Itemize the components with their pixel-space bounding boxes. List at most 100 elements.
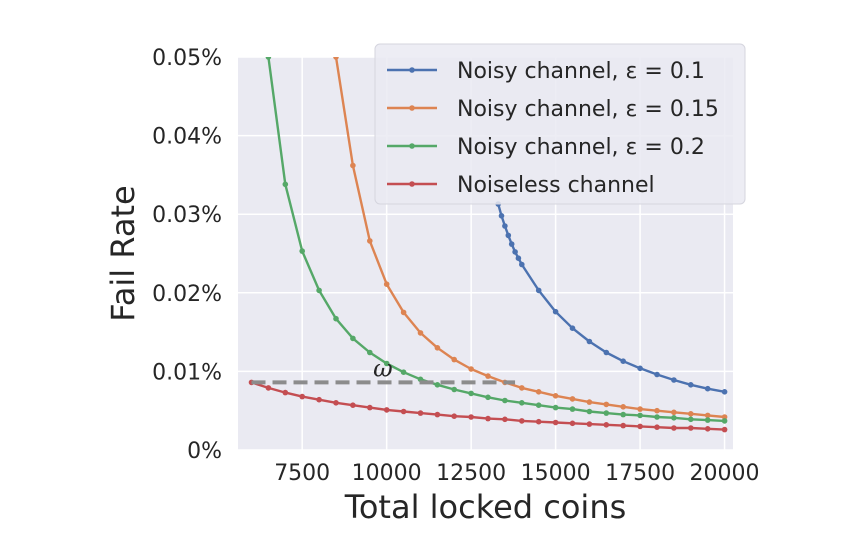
x-tick-label: 10000: [352, 461, 422, 486]
y-axis-label: Fail Rate: [104, 185, 142, 321]
data-point: [502, 223, 508, 229]
legend-marker: [409, 105, 415, 111]
legend-label: Noisy channel, ε = 0.15: [457, 97, 719, 122]
legend-marker: [409, 181, 415, 187]
legend: Noisy channel, ε = 0.1 Noisy channel, ε =…: [374, 43, 746, 205]
data-point: [417, 410, 424, 416]
data-point: [620, 358, 626, 365]
data-point: [721, 426, 728, 433]
y-tick-label: 0.03%: [152, 203, 222, 228]
y-tick-label: 0.02%: [152, 282, 222, 307]
data-point: [512, 249, 518, 255]
data-point: [333, 315, 339, 322]
data-point: [654, 371, 660, 378]
data-point: [505, 232, 512, 239]
data-point: [400, 309, 407, 316]
data-point: [367, 404, 373, 411]
data-point: [451, 356, 458, 363]
data-point: [535, 418, 542, 425]
data-point: [620, 411, 626, 418]
annotation-layer: ω: [251, 354, 516, 385]
data-point: [569, 420, 576, 427]
data-point: [282, 389, 289, 396]
legend-entry: Noisy channel, ε = 0.15: [387, 97, 719, 122]
threshold-label: ω: [373, 354, 393, 382]
data-point: [654, 414, 660, 420]
data-point: [519, 385, 525, 391]
data-point: [586, 338, 593, 345]
data-point: [721, 389, 728, 395]
data-point: [502, 416, 508, 423]
data-point: [485, 415, 491, 422]
data-point: [350, 402, 356, 409]
y-tick-label: 0%: [187, 439, 222, 464]
legend-marker: [409, 67, 415, 73]
data-point: [468, 390, 474, 397]
data-point: [333, 57, 339, 60]
data-point: [586, 399, 593, 405]
data-point: [721, 414, 728, 420]
data-point: [688, 425, 694, 431]
data-point: [704, 385, 711, 392]
data-point: [468, 366, 474, 372]
data-point: [515, 255, 522, 261]
data-point: [434, 411, 441, 418]
legend-label: Noiseless channel: [457, 173, 655, 198]
data-point: [620, 404, 626, 410]
series-1: [333, 57, 728, 420]
data-point: [350, 335, 356, 342]
data-point: [603, 422, 610, 428]
y-tick-label: 0.01%: [152, 360, 222, 385]
data-point: [552, 393, 559, 399]
data-point: [316, 287, 322, 294]
data-point: [569, 325, 576, 332]
series-layer: [248, 57, 728, 433]
series-line: [334, 57, 725, 419]
data-point: [704, 426, 711, 432]
series-2: [265, 57, 728, 424]
data-point: [721, 418, 728, 424]
data-point: [299, 393, 306, 400]
legend-label: Noisy channel, ε = 0.2: [457, 135, 705, 160]
data-point: [569, 406, 576, 412]
y-tick-label: 0.04%: [152, 125, 222, 150]
data-point: [282, 181, 289, 188]
data-point: [654, 407, 660, 414]
data-point: [603, 410, 610, 416]
data-point: [468, 414, 474, 420]
legend-label: Noisy channel, ε = 0.1: [457, 59, 705, 84]
data-point: [586, 421, 593, 427]
data-point: [485, 394, 491, 401]
data-point: [637, 423, 643, 430]
data-point: [704, 412, 711, 419]
data-point: [451, 413, 458, 420]
data-point: [535, 402, 542, 409]
data-point: [552, 308, 559, 315]
x-tick-label: 12500: [436, 461, 506, 486]
data-point: [383, 360, 390, 367]
data-point: [552, 404, 559, 411]
data-point: [637, 406, 643, 412]
data-point: [451, 386, 458, 393]
data-point: [502, 397, 508, 404]
data-point: [671, 409, 677, 416]
data-point: [654, 424, 660, 431]
series-line: [267, 57, 725, 423]
x-axis-label: Total locked coins: [344, 488, 627, 526]
data-point: [671, 377, 677, 383]
legend-box: [374, 43, 746, 205]
data-point: [350, 162, 356, 169]
data-point: [586, 408, 593, 415]
data-point: [688, 416, 694, 423]
data-point: [417, 330, 424, 336]
data-point: [519, 400, 525, 406]
data-point: [637, 412, 643, 419]
y-tick-label: 0.05%: [152, 46, 222, 71]
x-tick-label: 7500: [274, 461, 330, 486]
data-point: [265, 385, 272, 391]
data-point: [367, 238, 373, 244]
legend-entry: Noiseless channel: [387, 173, 655, 198]
series-3: [248, 379, 728, 433]
series-0: [495, 201, 728, 395]
legend-entry: Noisy channel, ε = 0.2: [387, 135, 705, 160]
